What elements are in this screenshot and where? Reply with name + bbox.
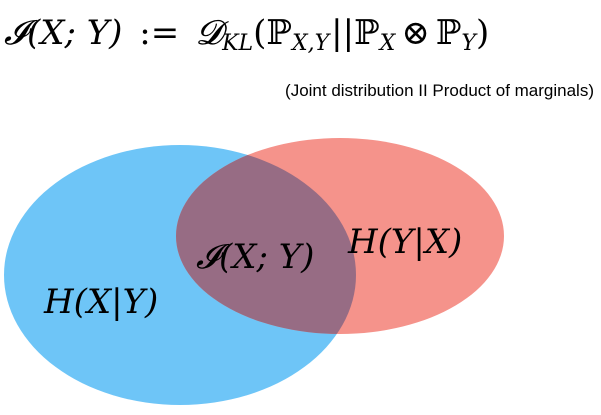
open-paren: ( — [253, 13, 266, 53]
kl-subscript: KL — [221, 31, 253, 56]
right-region-label: H(Y|X) — [347, 222, 462, 262]
joint-subscript: X,Y — [290, 31, 332, 56]
divider-bars: || — [331, 13, 354, 53]
equation: 𝓘(X; Y) := 𝓓KL(ℙX,Y||ℙX ⊗ ℙY) — [4, 13, 489, 56]
caption: (Joint distribution II Product of margin… — [285, 81, 594, 100]
intersection-region — [176, 145, 356, 334]
joint-prob-symbol: ℙ — [266, 13, 292, 53]
close-paren: ) — [476, 13, 489, 53]
left-region-label: H(X|Y) — [43, 282, 158, 322]
marginal-x-subscript: X — [378, 31, 397, 56]
marginal-y-subscript: Y — [461, 31, 478, 56]
mutual-information-symbol: 𝓘(X; Y) — [4, 13, 122, 53]
marginal-y-symbol: ℙ — [436, 13, 462, 53]
marginal-x-symbol: ℙ — [354, 13, 380, 53]
assign-operator: := — [139, 13, 179, 53]
intersection-label: 𝓘(X; Y) — [196, 237, 314, 277]
tensor-product-symbol: ⊗ — [401, 13, 430, 53]
